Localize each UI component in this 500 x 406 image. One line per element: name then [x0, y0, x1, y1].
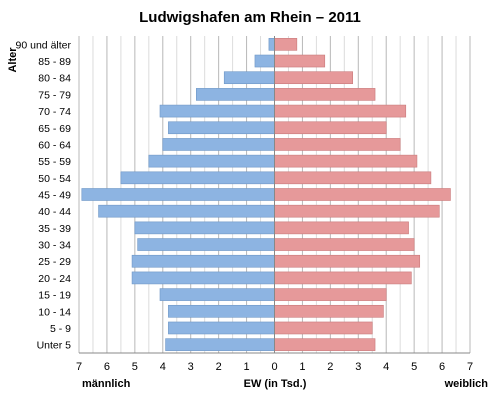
tick-label: 3 [188, 361, 194, 373]
tick-label: 4 [160, 361, 166, 373]
bar-male [120, 171, 275, 185]
category-label: 50 - 54 [38, 173, 71, 185]
category-label: 55 - 59 [38, 156, 71, 168]
category-label: 70 - 74 [38, 106, 71, 118]
tick-label: 1 [244, 361, 250, 373]
category-label: 65 - 69 [38, 123, 71, 135]
bar-male [223, 71, 275, 85]
bar-female [274, 321, 373, 335]
bars [81, 38, 451, 351]
category-label: 75 - 79 [38, 89, 71, 101]
axes [79, 36, 470, 354]
y-axis-label: Alter [7, 47, 19, 73]
tick-label: 2 [216, 361, 222, 373]
tick-label: 7 [467, 361, 473, 373]
bar-female [274, 38, 298, 51]
bar-female [274, 288, 387, 301]
tick-label: 5 [132, 361, 138, 373]
bar-female [274, 304, 384, 318]
category-label: 30 - 34 [38, 240, 71, 252]
bar-male [137, 238, 275, 251]
category-label: 85 - 89 [38, 56, 71, 68]
category-labels: 90 und älter 85 - 89 80 - 84 75 - 79 70 - 74… [16, 39, 72, 351]
bar-male [134, 221, 275, 235]
bar-female [274, 171, 432, 185]
tick-label: 6 [439, 361, 445, 373]
bar-male [168, 304, 275, 318]
category-label: 80 - 84 [38, 73, 71, 85]
female-label: weiblich [444, 378, 489, 390]
x-axis-label: EW (in Tsd.) [244, 378, 307, 390]
category-label: 15 - 19 [38, 290, 71, 302]
bar-male [268, 38, 275, 51]
category-label: 90 und älter [16, 39, 72, 51]
tick-label: 3 [355, 361, 361, 373]
bar-male [131, 271, 275, 285]
bar-male [165, 338, 275, 351]
bar-male [168, 321, 275, 335]
tick-label: 1 [299, 361, 305, 373]
chart-title: Ludwigshafen am Rhein – 2011 [139, 9, 361, 26]
bar-male [159, 104, 275, 118]
bar-male [162, 138, 275, 151]
tick-label: 2 [327, 361, 333, 373]
category-label: 20 - 24 [38, 273, 71, 285]
category-label: 25 - 29 [38, 256, 71, 268]
bar-female [274, 54, 326, 68]
tick-label: 4 [383, 361, 389, 373]
bar-male [168, 121, 275, 135]
bar-female [274, 121, 387, 135]
bar-female [274, 104, 407, 118]
category-label: 35 - 39 [38, 223, 71, 235]
bar-male [131, 254, 275, 268]
category-label: 60 - 64 [38, 139, 71, 151]
bar-female [274, 221, 409, 235]
bar-female [274, 254, 421, 268]
bar-male [148, 154, 275, 168]
bar-male [81, 188, 275, 201]
bar-male [98, 204, 275, 218]
tick-label: 6 [104, 361, 110, 373]
bar-female [274, 188, 451, 201]
category-label: 45 - 49 [38, 190, 71, 202]
bar-female [274, 238, 415, 251]
tick-label: 5 [411, 361, 417, 373]
tick-label: 7 [76, 361, 82, 373]
bar-female [274, 154, 418, 168]
bar-female [274, 88, 376, 101]
bar-female [274, 338, 376, 351]
male-label: männlich [82, 378, 131, 390]
bar-male [159, 288, 275, 301]
bar-female [274, 204, 440, 218]
category-label: 5 - 9 [50, 323, 71, 335]
tick-labels: 7 6 5 4 3 2 1 0 1 2 3 4 5 6 7 [76, 361, 473, 373]
bar-male [254, 54, 275, 68]
tick-label: 0 [271, 361, 277, 373]
category-label: Unter 5 [37, 340, 72, 352]
bar-female [274, 271, 412, 285]
bar-female [274, 71, 353, 85]
category-label: 10 - 14 [38, 306, 71, 318]
bar-male [196, 88, 275, 101]
category-label: 40 - 44 [38, 206, 71, 218]
bar-female [274, 138, 401, 151]
